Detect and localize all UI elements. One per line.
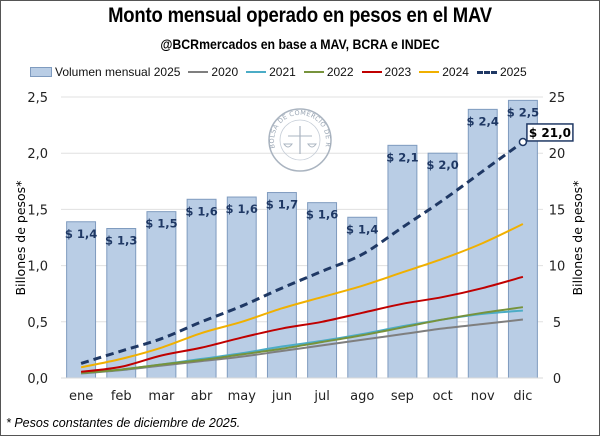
series-line-2022 bbox=[80, 306, 524, 374]
legend-label: 2021 bbox=[269, 65, 296, 79]
x-tick-label: nov bbox=[471, 389, 495, 404]
legend-item-2024: 2024 bbox=[419, 65, 469, 79]
legend-label: 2025 bbox=[499, 65, 527, 79]
x-tick-label: jul bbox=[313, 389, 329, 404]
watermark-seal-icon bbox=[268, 108, 332, 172]
chart-legend: Volumen mensual 2025 2020 2021 2022 2023… bbox=[30, 64, 590, 80]
x-tick-label: ago bbox=[350, 389, 374, 404]
bar-label: $ 1,3 bbox=[105, 234, 137, 248]
bar-jul bbox=[307, 202, 338, 379]
bar-ago bbox=[347, 216, 378, 379]
y-tick-right: 25 bbox=[549, 91, 566, 106]
series-line-2024 bbox=[80, 223, 524, 369]
bar-label: $ 1,4 bbox=[346, 222, 378, 236]
x-tick-label: oct bbox=[432, 389, 452, 404]
y-tick-left: 1,0 bbox=[27, 260, 48, 275]
legend-swatch-line bbox=[419, 71, 440, 73]
bar-abr bbox=[186, 198, 217, 379]
legend-label: 2024 bbox=[442, 65, 469, 79]
x-tick-label: dic bbox=[513, 389, 532, 404]
bar-sep bbox=[387, 144, 418, 379]
bar-label: $ 2,5 bbox=[507, 105, 539, 119]
footnote: * Pesos constantes de diciembre de 2025. bbox=[6, 416, 241, 430]
y-axis-label-right: Billones de pesos* bbox=[570, 181, 585, 296]
y-tick-right: 15 bbox=[549, 203, 566, 218]
y-tick-left: 0,5 bbox=[27, 316, 48, 331]
legend-item-2023: 2023 bbox=[361, 65, 412, 79]
x-tick-label: abr bbox=[191, 389, 213, 404]
bar-label: $ 2,4 bbox=[467, 114, 499, 128]
series-line-2020 bbox=[80, 318, 524, 375]
bar-label: $ 1,4 bbox=[65, 227, 97, 241]
bar-ene bbox=[66, 221, 97, 379]
chart-subtitle: @BCRmercados en base a MAV, BCRA e INDEC bbox=[160, 36, 440, 52]
bar-label: $ 2,0 bbox=[426, 158, 458, 172]
bar-label: $ 2,1 bbox=[386, 150, 418, 164]
series-2025-end-label-box bbox=[526, 123, 574, 142]
series-2025-end-label: $ 21,0 bbox=[529, 126, 571, 140]
chart-title: Monto mensual operado en pesos en el MAV bbox=[108, 4, 492, 27]
legend-item-2021: 2021 bbox=[246, 65, 296, 79]
legend-label: 2020 bbox=[211, 65, 239, 79]
y-axis-label-left: Billones de pesos* bbox=[13, 181, 28, 296]
legend-item-2022: 2022 bbox=[303, 65, 354, 79]
legend-item-volumen: Volumen mensual 2025 bbox=[30, 65, 180, 79]
bar-oct bbox=[427, 152, 458, 379]
series-line-2025 bbox=[80, 140, 524, 365]
legend-swatch-dash bbox=[476, 70, 497, 74]
y-tick-left: 1,5 bbox=[27, 203, 48, 218]
x-tick-label: ene bbox=[69, 389, 93, 404]
y-tick-left: 2,0 bbox=[27, 147, 48, 162]
watermark-seal-inner bbox=[279, 119, 321, 161]
x-tick-label: mar bbox=[148, 389, 175, 404]
legend-swatch-line bbox=[303, 71, 324, 73]
legend-label: 2022 bbox=[326, 65, 354, 79]
legend-label: 2023 bbox=[384, 65, 412, 79]
y-tick-right: 5 bbox=[553, 316, 561, 331]
y-tick-right: 10 bbox=[549, 260, 566, 275]
legend-label: Volumen mensual 2025 bbox=[55, 65, 181, 79]
legend-swatch-line bbox=[188, 71, 209, 73]
y-tick-left: 0,0 bbox=[27, 372, 48, 387]
legend-item-2020: 2020 bbox=[188, 65, 238, 79]
bar-may bbox=[226, 196, 257, 379]
y-tick-right: 0 bbox=[553, 372, 561, 387]
x-tick-label: sep bbox=[391, 389, 414, 404]
bar-label: $ 1,7 bbox=[266, 198, 298, 212]
watermark-scale-pans bbox=[283, 143, 317, 148]
bar-label: $ 1,6 bbox=[306, 208, 338, 222]
bar-label: $ 1,6 bbox=[226, 202, 258, 216]
legend-swatch-line bbox=[246, 71, 267, 73]
watermark-text: BOLSA DE COMERCIO DE ROSARIO bbox=[0, 0, 332, 149]
legend-swatch-bar bbox=[30, 67, 52, 77]
y-tick-right: 20 bbox=[549, 147, 566, 162]
x-tick-label: jun bbox=[271, 389, 292, 404]
series-2025-end-marker bbox=[518, 137, 528, 147]
bar-label: $ 1,5 bbox=[145, 217, 177, 231]
series-line-2023 bbox=[80, 275, 524, 373]
legend-swatch-line bbox=[361, 71, 382, 73]
x-tick-label: may bbox=[228, 389, 257, 404]
y-tick-left: 2,5 bbox=[27, 91, 48, 106]
x-tick-label: feb bbox=[111, 389, 132, 404]
bar-label: $ 1,6 bbox=[185, 204, 217, 218]
bar-dic bbox=[507, 99, 538, 379]
legend-item-2025: 2025 bbox=[476, 65, 527, 79]
